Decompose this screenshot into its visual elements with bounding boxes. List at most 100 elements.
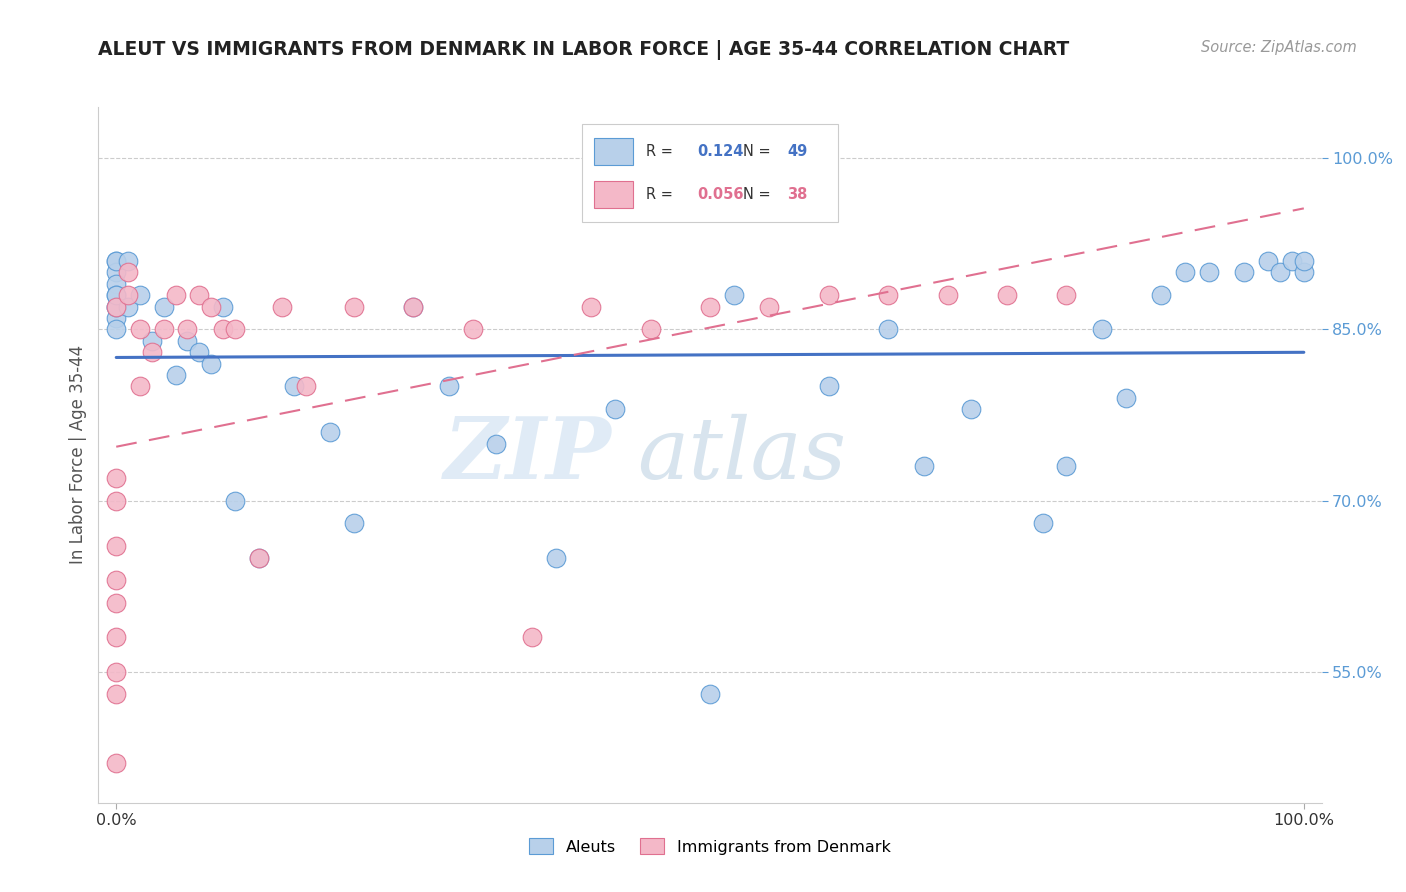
- Point: [283, 379, 305, 393]
- Point: [485, 436, 508, 450]
- Point: [877, 288, 900, 302]
- Point: [1091, 322, 1114, 336]
- Point: [105, 493, 128, 508]
- Point: [402, 300, 425, 314]
- Point: [699, 300, 721, 314]
- Point: [936, 288, 959, 302]
- Point: [105, 631, 128, 645]
- Text: 49: 49: [787, 145, 807, 159]
- Point: [117, 265, 139, 279]
- Point: [141, 334, 163, 348]
- Point: [129, 322, 152, 336]
- Point: [105, 574, 128, 588]
- Point: [105, 596, 128, 610]
- Point: [105, 265, 128, 279]
- Point: [188, 345, 211, 359]
- Text: R =: R =: [645, 145, 678, 159]
- Point: [877, 322, 900, 336]
- Point: [1198, 265, 1220, 279]
- Point: [1054, 288, 1077, 302]
- Point: [723, 288, 745, 302]
- Point: [1233, 265, 1256, 279]
- Point: [520, 631, 543, 645]
- Text: N =: N =: [744, 145, 776, 159]
- Point: [912, 459, 935, 474]
- Point: [165, 288, 187, 302]
- Point: [271, 300, 294, 314]
- Point: [105, 311, 128, 326]
- Point: [212, 300, 235, 314]
- Point: [640, 322, 662, 336]
- Point: [152, 322, 174, 336]
- Point: [117, 288, 139, 302]
- Point: [1150, 288, 1173, 302]
- Text: ALEUT VS IMMIGRANTS FROM DENMARK IN LABOR FORCE | AGE 35-44 CORRELATION CHART: ALEUT VS IMMIGRANTS FROM DENMARK IN LABO…: [98, 40, 1070, 60]
- Point: [960, 402, 983, 417]
- Point: [817, 288, 839, 302]
- Text: N =: N =: [744, 187, 776, 202]
- Point: [105, 300, 128, 314]
- Point: [247, 550, 270, 565]
- Point: [129, 379, 152, 393]
- Point: [176, 334, 198, 348]
- Point: [105, 471, 128, 485]
- Point: [117, 254, 139, 268]
- Point: [105, 254, 128, 268]
- Point: [105, 300, 128, 314]
- Point: [105, 665, 128, 679]
- Point: [1292, 254, 1315, 268]
- Y-axis label: In Labor Force | Age 35-44: In Labor Force | Age 35-44: [69, 345, 87, 565]
- Point: [581, 300, 603, 314]
- Text: Source: ZipAtlas.com: Source: ZipAtlas.com: [1201, 40, 1357, 55]
- Text: 0.124: 0.124: [697, 145, 744, 159]
- Point: [319, 425, 342, 439]
- Point: [1174, 265, 1197, 279]
- Point: [343, 300, 366, 314]
- Point: [544, 550, 567, 565]
- Legend: Aleuts, Immigrants from Denmark: Aleuts, Immigrants from Denmark: [523, 832, 897, 861]
- Point: [141, 345, 163, 359]
- Point: [1032, 516, 1054, 531]
- Point: [152, 300, 174, 314]
- Point: [224, 322, 246, 336]
- Point: [105, 300, 128, 314]
- Text: R =: R =: [645, 187, 678, 202]
- Point: [295, 379, 318, 393]
- FancyBboxPatch shape: [582, 124, 838, 222]
- Point: [105, 254, 128, 268]
- FancyBboxPatch shape: [595, 138, 633, 165]
- Point: [212, 322, 235, 336]
- Point: [176, 322, 198, 336]
- Point: [1281, 254, 1303, 268]
- Point: [1115, 391, 1137, 405]
- Text: atlas: atlas: [637, 414, 846, 496]
- Point: [1054, 459, 1077, 474]
- Point: [1292, 265, 1315, 279]
- Point: [105, 288, 128, 302]
- Point: [224, 493, 246, 508]
- Point: [402, 300, 425, 314]
- Point: [758, 300, 780, 314]
- Point: [200, 300, 222, 314]
- Point: [105, 288, 128, 302]
- Point: [995, 288, 1018, 302]
- Point: [247, 550, 270, 565]
- Point: [699, 688, 721, 702]
- Point: [343, 516, 366, 531]
- Point: [105, 756, 128, 770]
- Text: 0.056: 0.056: [697, 187, 744, 202]
- Point: [437, 379, 460, 393]
- Point: [129, 288, 152, 302]
- Point: [461, 322, 484, 336]
- Point: [165, 368, 187, 382]
- FancyBboxPatch shape: [595, 181, 633, 208]
- Point: [105, 539, 128, 553]
- Point: [117, 300, 139, 314]
- Point: [1257, 254, 1279, 268]
- Point: [603, 402, 626, 417]
- Point: [200, 357, 222, 371]
- Point: [188, 288, 211, 302]
- Text: 38: 38: [787, 187, 807, 202]
- Point: [105, 322, 128, 336]
- Text: ZIP: ZIP: [444, 413, 612, 497]
